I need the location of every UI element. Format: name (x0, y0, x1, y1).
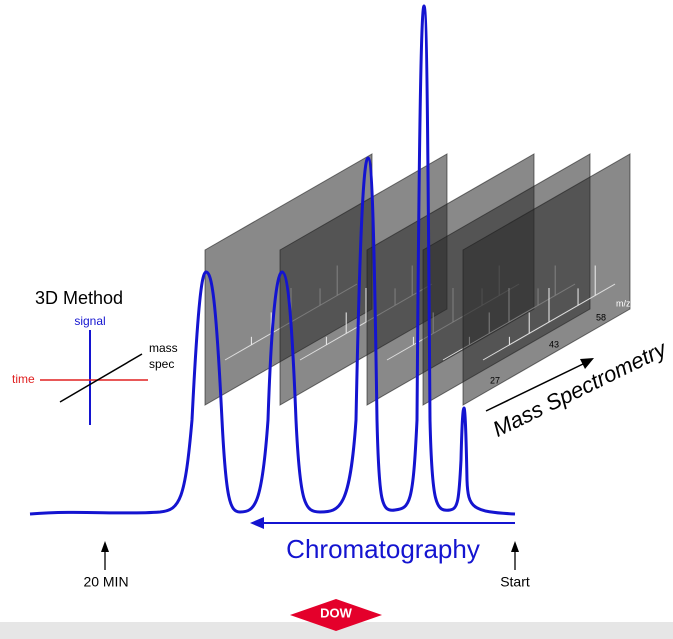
mass-label: mass (149, 341, 178, 355)
arrow-head (580, 358, 594, 369)
spectrum-plane (462, 153, 631, 406)
arrow-head (250, 517, 264, 529)
signal-label: signal (74, 314, 105, 328)
start-label: Start (500, 574, 530, 590)
arrow-head (511, 541, 519, 552)
chromatogram (29, 4, 516, 516)
time-label: time (12, 372, 35, 386)
end-label: 20 MIN (83, 574, 128, 590)
chromatography-label: Chromatography (286, 534, 480, 564)
mass-spectra-planes (204, 153, 631, 406)
peak-label: 43 (549, 339, 559, 349)
peak-label: 27 (490, 375, 500, 385)
peak-label: 58 (596, 312, 606, 322)
arrow-head (101, 541, 109, 552)
ms-arrow (485, 363, 584, 412)
mass-label: spec (149, 357, 174, 371)
legend-title: 3D Method (35, 288, 123, 308)
logo-text: DOW (320, 605, 353, 620)
mass-axis (59, 353, 143, 403)
logo (290, 599, 382, 631)
mz-label: m/z (616, 298, 631, 308)
